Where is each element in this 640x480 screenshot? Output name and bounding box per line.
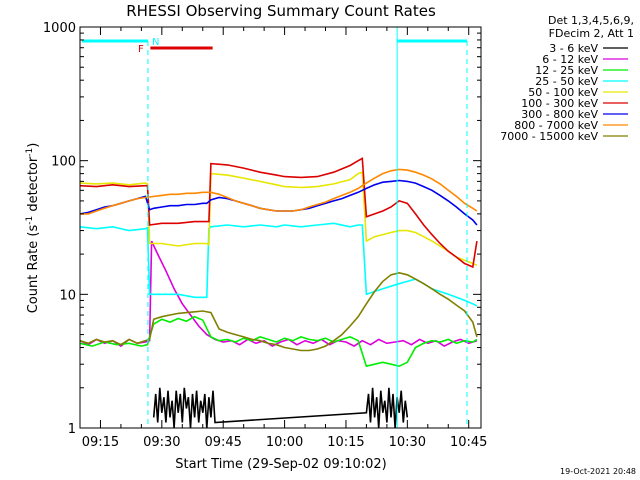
y-tick-label: 100 bbox=[51, 155, 76, 170]
annotation-f: F bbox=[138, 44, 144, 55]
legend-label-8: 800 - 7000 keV bbox=[514, 119, 598, 132]
x-axis: 09:15 09:30 09:45 10:00 10:15 10:30 10:45 bbox=[79, 27, 487, 450]
x-tick-label: 10:15 bbox=[327, 435, 364, 450]
plot-frame bbox=[79, 26, 482, 429]
x-tick-label: 09:30 bbox=[143, 435, 180, 450]
series-line-6 bbox=[79, 157, 478, 269]
legend-label-9: 7000 - 15000 keV bbox=[500, 130, 598, 143]
series-line-5 bbox=[79, 171, 478, 267]
legend-label-2: 6 - 12 keV bbox=[542, 53, 598, 66]
x-tick-label: 10:00 bbox=[266, 435, 303, 450]
legend-label-3: 12 - 25 keV bbox=[535, 64, 598, 77]
y-axis-label: Count Rate (s-1 detector-1) bbox=[25, 143, 41, 314]
plot-area bbox=[79, 27, 478, 429]
series-line-3 bbox=[79, 315, 478, 368]
y-tick-label: 10 bbox=[59, 288, 76, 303]
series-line-1 bbox=[152, 387, 409, 429]
legend-header-1: Det 1,3,4,5,6,9, bbox=[548, 14, 634, 27]
annotation-n: N bbox=[152, 37, 159, 48]
timestamp-stamp: 19-Oct-2021 20:48 bbox=[560, 467, 636, 476]
y-tick-label: 1000 bbox=[43, 21, 76, 36]
y-tick-label: 1 bbox=[68, 422, 76, 437]
x-axis-label: Start Time (29-Sep-02 09:10:02) bbox=[175, 457, 386, 472]
legend: Det 1,3,4,5,6,9, FDecim 2, Att 1 3 - 6 k… bbox=[500, 14, 634, 143]
legend-label-5: 50 - 100 keV bbox=[528, 86, 598, 99]
chart-title: RHESSI Observing Summary Count Rates bbox=[126, 2, 436, 20]
y-axis: 1 10 100 1000 bbox=[43, 21, 481, 437]
legend-label-6: 100 - 300 keV bbox=[521, 97, 598, 110]
x-tick-label: 09:45 bbox=[204, 435, 241, 450]
series-line-8 bbox=[80, 168, 478, 215]
x-tick-label: 10:45 bbox=[450, 435, 487, 450]
legend-label-4: 25 - 50 keV bbox=[535, 75, 598, 88]
x-tick-label: 09:15 bbox=[82, 435, 119, 450]
legend-header-2: FDecim 2, Att 1 bbox=[549, 27, 634, 40]
series-line-2 bbox=[79, 240, 478, 348]
legend-label-7: 300 - 800 keV bbox=[521, 108, 598, 121]
x-tick-label: 10:30 bbox=[389, 435, 426, 450]
series-line-9 bbox=[79, 271, 478, 352]
legend-label-1: 3 - 6 keV bbox=[549, 42, 598, 55]
